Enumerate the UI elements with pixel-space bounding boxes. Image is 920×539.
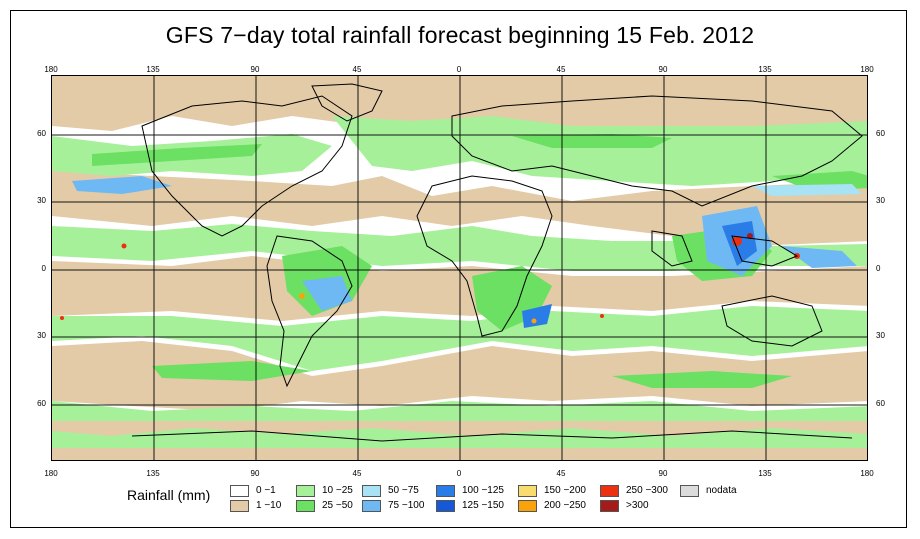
lat-tick-left: 0 [41,264,46,273]
map-title: GFS 7−day total rainfall forecast beginn… [165,22,755,48]
legend-label-11: >300 [626,500,649,511]
lon-tick-bottom: 135 [758,469,772,478]
rainfall-band-heavy [60,176,862,328]
graticule [52,76,867,460]
figure-frame [10,10,907,528]
lat-tick-left: 30 [37,331,46,340]
legend-label-9: 200 −250 [544,500,586,511]
lon-tick-top: 90 [250,65,260,74]
legend-label-1: 1 −10 [256,500,282,511]
legend-label-12: nodata [706,485,737,496]
lon-tick-top: 180 [860,65,874,74]
lon-tick-top: 45 [556,65,566,74]
legend-swatch-0 [230,485,249,497]
legend-label-4: 50 −75 [388,485,419,496]
lon-tick-bottom: 90 [250,469,260,478]
lat-tick-right: 0 [876,264,881,273]
rainfall-map [51,75,868,461]
lat-tick-right: 30 [876,331,885,340]
legend-swatch-1 [230,500,249,512]
lat-tick-left: 60 [37,129,46,138]
lon-tick-bottom: 180 [44,469,58,478]
lon-tick-top: 90 [658,65,668,74]
lon-tick-bottom: 0 [456,469,462,478]
legend-title: Rainfall (mm) [127,487,211,503]
legend-swatch-8 [518,485,537,497]
lat-tick-left: 30 [37,196,46,205]
lat-tick-right: 60 [876,399,885,408]
legend-label-5: 75 −100 [388,500,425,511]
lon-tick-bottom: 180 [860,469,874,478]
lat-tick-left: 60 [37,399,46,408]
legend-swatch-6 [436,485,455,497]
legend-label-8: 150 −200 [544,485,586,496]
legend-label-6: 100 −125 [462,485,504,496]
legend-label-7: 125 −150 [462,500,504,511]
lon-tick-top: 45 [352,65,362,74]
lon-tick-bottom: 135 [146,469,160,478]
legend-label-0: 0 −1 [256,485,276,496]
lat-tick-right: 30 [876,196,885,205]
legend-swatch-4 [362,485,381,497]
legend-swatch-11 [600,500,619,512]
legend-label-2: 10 −25 [322,485,353,496]
lat-tick-right: 60 [876,129,885,138]
legend-swatch-10 [600,485,619,497]
continent-outlines [131,83,863,442]
legend-label-3: 25 −50 [322,500,353,511]
legend-swatch-12 [680,485,699,497]
rainfall-map-canvas [52,76,867,460]
legend-swatch-3 [296,500,315,512]
legend-swatch-9 [518,500,537,512]
lon-tick-top: 0 [456,65,462,74]
legend-swatch-5 [362,500,381,512]
lon-tick-bottom: 45 [352,469,362,478]
legend-label-10: 250 −300 [626,485,668,496]
lon-tick-bottom: 90 [658,469,668,478]
legend-swatch-7 [436,500,455,512]
lon-tick-top: 135 [758,65,772,74]
legend-swatch-2 [296,485,315,497]
lon-tick-top: 180 [44,65,58,74]
lon-tick-top: 135 [146,65,160,74]
lon-tick-bottom: 45 [556,469,566,478]
